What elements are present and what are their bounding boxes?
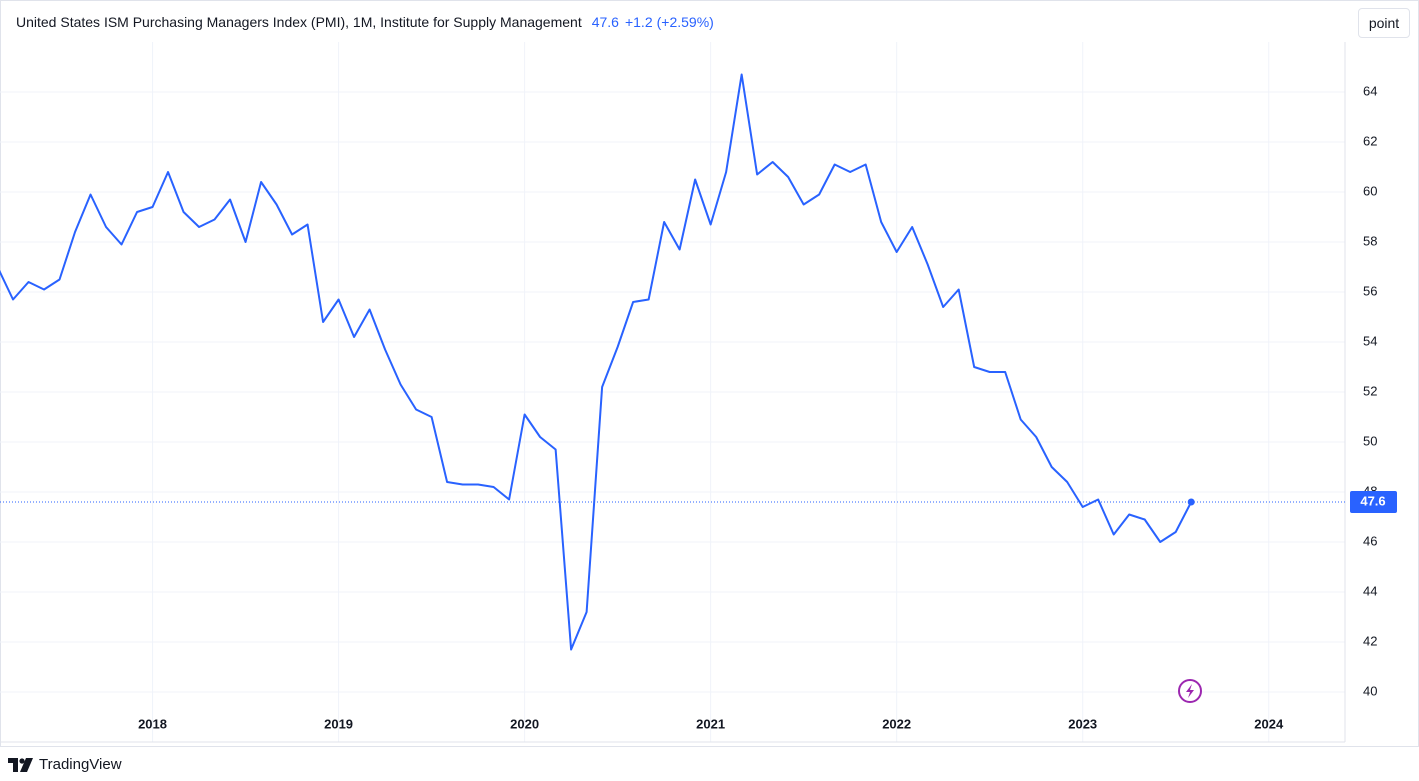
- price-label-box: [1350, 491, 1397, 513]
- y-tick-label: 52: [1363, 383, 1377, 398]
- y-tick-label: 42: [1363, 633, 1377, 648]
- logo: [8, 757, 33, 772]
- x-tick-label: 2021: [696, 716, 725, 731]
- footer: TradingView: [8, 756, 122, 773]
- change: +1.2: [624, 14, 653, 30]
- y-tick-label: 60: [1363, 183, 1377, 198]
- x-tick-label: 2018: [138, 716, 167, 731]
- point-button[interactable]: point: [1358, 8, 1410, 38]
- y-tick-label: 40: [1363, 683, 1377, 698]
- series-line: [0, 73, 1193, 651]
- y-tick-label: 54: [1363, 333, 1377, 348]
- x-tick-label: 2020: [510, 716, 539, 731]
- last-point: [1187, 498, 1195, 506]
- brand: TradingView: [39, 756, 122, 773]
- x-tick-label: 2023: [1068, 716, 1097, 731]
- frame: [0, 0, 1419, 747]
- last-value: 47.6: [591, 14, 619, 30]
- lightning-icon: [1178, 679, 1202, 703]
- y-tick-label: 58: [1363, 233, 1377, 248]
- x-tick-label: 2019: [324, 716, 353, 731]
- title: United States ISM Purchasing Managers In…: [16, 14, 582, 30]
- x-tick-label: 2022: [882, 716, 911, 731]
- header: United States ISM Purchasing Managers In…: [16, 14, 714, 30]
- price-label: 47.6: [1360, 493, 1385, 508]
- y-tick-label: 62: [1363, 133, 1377, 148]
- grid: [0, 42, 1345, 742]
- x-tick-label: 2024: [1254, 716, 1284, 731]
- y-tick-label: 64: [1363, 83, 1377, 98]
- y-tick-label: 50: [1363, 433, 1377, 448]
- y-tick-label: 56: [1363, 283, 1377, 298]
- change-percent: (+2.59%): [656, 14, 714, 30]
- y-tick-label: 44: [1363, 583, 1377, 598]
- plot: [0, 73, 1345, 651]
- y-tick-label: 46: [1363, 533, 1377, 548]
